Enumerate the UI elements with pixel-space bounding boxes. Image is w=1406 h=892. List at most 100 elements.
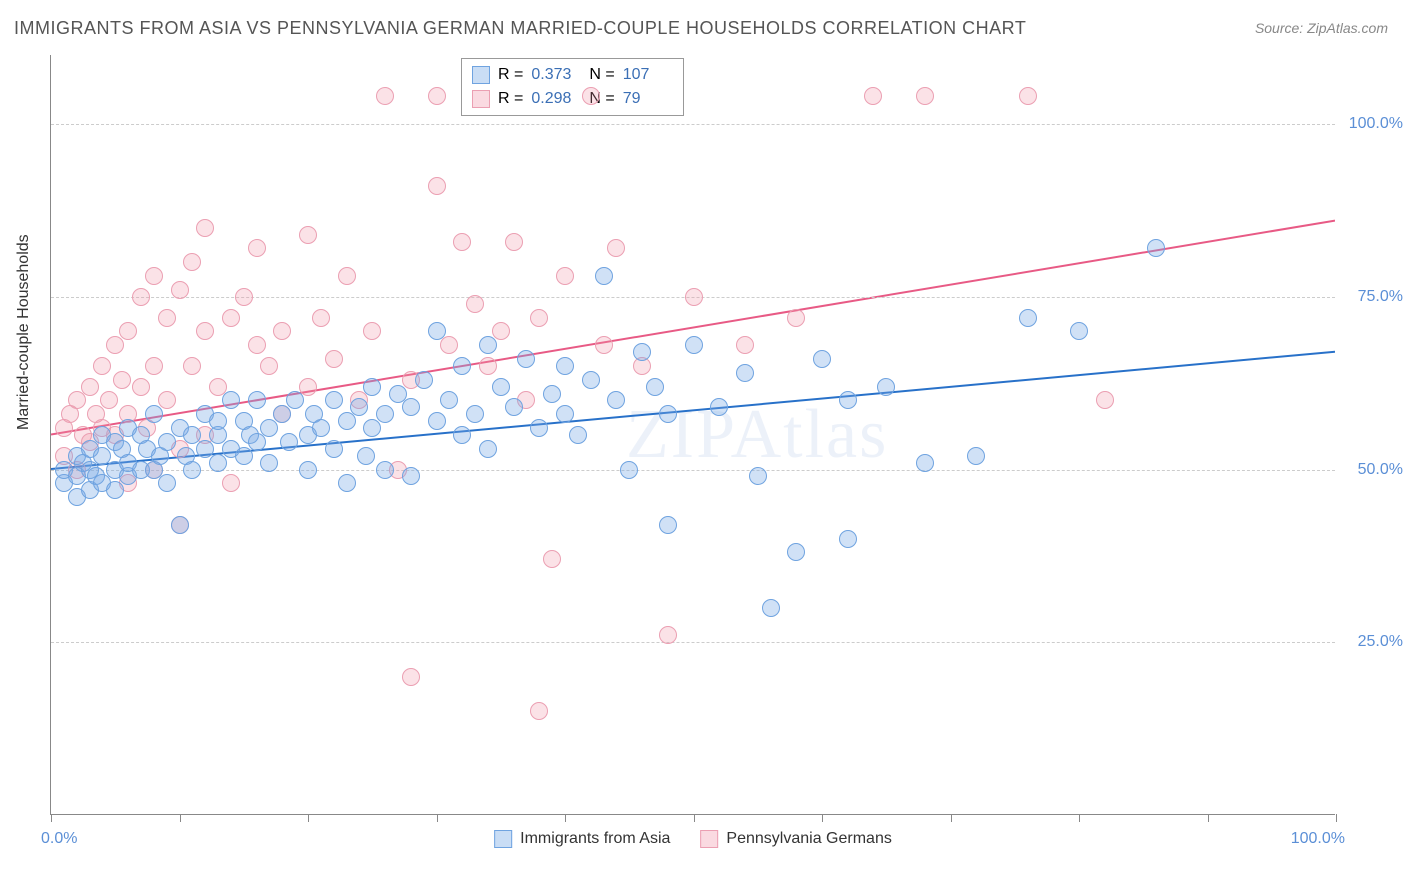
scatter-point-blue [479,336,497,354]
scatter-point-blue [736,364,754,382]
blue-r-value: 0.373 [531,63,581,87]
scatter-point-blue [839,530,857,548]
legend-item-blue: Immigrants from Asia [494,830,670,848]
bottom-legend: Immigrants from Asia Pennsylvania German… [494,830,892,848]
scatter-point-pink [93,357,111,375]
blue-n-value: 107 [623,63,673,87]
scatter-point-blue [158,433,176,451]
n-label: N = [589,63,614,87]
scatter-point-blue [171,516,189,534]
scatter-point-pink [787,309,805,327]
scatter-point-blue [659,516,677,534]
scatter-point-blue [338,412,356,430]
scatter-point-blue [248,391,266,409]
chart-title: IMMIGRANTS FROM ASIA VS PENNSYLVANIA GER… [14,18,1026,39]
scatter-point-pink [183,253,201,271]
scatter-point-pink [492,322,510,340]
scatter-point-blue [556,357,574,375]
scatter-point-blue [209,412,227,430]
x-tick [180,814,181,822]
scatter-point-blue [222,391,240,409]
scatter-point-blue [1147,239,1165,257]
scatter-point-blue [967,447,985,465]
scatter-point-pink [145,267,163,285]
scatter-point-blue [762,599,780,617]
stats-row-pink: R = 0.298 N = 79 [472,87,673,111]
scatter-point-pink [273,322,291,340]
x-axis-label-100: 100.0% [1291,830,1345,848]
scatter-point-blue [357,447,375,465]
scatter-point-blue [415,371,433,389]
scatter-point-pink [119,322,137,340]
y-axis-label: 25.0% [1358,633,1403,651]
swatch-blue [494,830,512,848]
scatter-point-blue [530,419,548,437]
scatter-point-blue [312,419,330,437]
scatter-point-blue [363,378,381,396]
x-tick [437,814,438,822]
scatter-point-blue [440,391,458,409]
stats-row-blue: R = 0.373 N = 107 [472,63,673,87]
scatter-point-blue [749,467,767,485]
scatter-point-pink [132,378,150,396]
scatter-point-blue [595,267,613,285]
scatter-point-pink [453,233,471,251]
y-axis-label: 100.0% [1349,115,1403,133]
scatter-point-pink [479,357,497,375]
scatter-point-blue [428,412,446,430]
x-tick [1336,814,1337,822]
scatter-point-pink [158,309,176,327]
scatter-point-blue [607,391,625,409]
scatter-point-blue [569,426,587,444]
scatter-point-blue [363,419,381,437]
scatter-point-blue [325,440,343,458]
x-axis-label-0: 0.0% [41,830,77,848]
scatter-point-blue [145,405,163,423]
scatter-point-blue [492,378,510,396]
scatter-point-pink [505,233,523,251]
legend-item-pink: Pennsylvania Germans [700,830,891,848]
swatch-pink [700,830,718,848]
scatter-point-blue [839,391,857,409]
y-axis-label: 75.0% [1358,288,1403,306]
scatter-point-blue [479,440,497,458]
pink-n-value: 79 [623,87,673,111]
x-tick [1079,814,1080,822]
scatter-point-pink [222,309,240,327]
scatter-point-blue [1019,309,1037,327]
scatter-point-blue [209,454,227,472]
scatter-point-blue [543,385,561,403]
scatter-point-pink [607,239,625,257]
scatter-point-pink [235,288,253,306]
scatter-point-blue [402,398,420,416]
scatter-point-blue [646,378,664,396]
gridline-h [51,470,1335,471]
scatter-point-blue [813,350,831,368]
x-tick [308,814,309,822]
gridline-h [51,642,1335,643]
scatter-point-pink [864,87,882,105]
scatter-point-pink [428,87,446,105]
scatter-point-blue [273,405,291,423]
scatter-point-pink [196,322,214,340]
swatch-pink [472,90,490,108]
scatter-point-pink [106,336,124,354]
scatter-point-blue [260,454,278,472]
scatter-point-blue [350,398,368,416]
pink-r-value: 0.298 [531,87,581,111]
scatter-point-pink [543,550,561,568]
scatter-point-pink [299,226,317,244]
scatter-point-pink [685,288,703,306]
scatter-point-pink [1019,87,1037,105]
source-label: Source: ZipAtlas.com [1255,20,1388,36]
r-label: R = [498,87,523,111]
scatter-point-blue [183,461,201,479]
gridline-h [51,124,1335,125]
scatter-point-pink [1096,391,1114,409]
scatter-point-pink [196,219,214,237]
y-axis-title: Married-couple Households [15,234,33,430]
scatter-point-pink [222,474,240,492]
scatter-point-blue [633,343,651,361]
scatter-point-blue [235,447,253,465]
scatter-point-pink [248,336,266,354]
